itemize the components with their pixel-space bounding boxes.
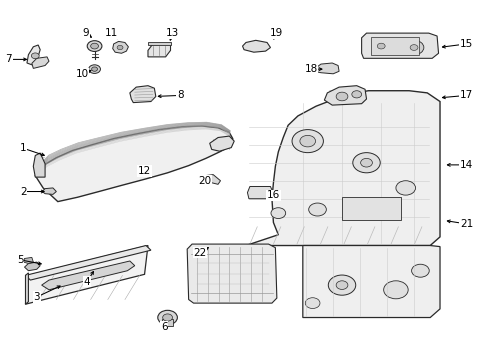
Text: 21: 21 bbox=[460, 219, 473, 229]
Text: 1: 1 bbox=[20, 143, 27, 153]
Polygon shape bbox=[33, 153, 45, 177]
Circle shape bbox=[384, 281, 408, 299]
Polygon shape bbox=[25, 246, 151, 280]
Circle shape bbox=[372, 40, 390, 53]
Text: 5: 5 bbox=[17, 255, 24, 265]
Text: 9: 9 bbox=[82, 28, 89, 38]
Text: 7: 7 bbox=[5, 54, 12, 64]
Text: 16: 16 bbox=[267, 190, 280, 200]
Text: 22: 22 bbox=[193, 248, 207, 258]
Polygon shape bbox=[316, 63, 339, 74]
Polygon shape bbox=[187, 244, 277, 303]
Circle shape bbox=[410, 45, 418, 50]
Circle shape bbox=[336, 281, 348, 289]
Polygon shape bbox=[35, 126, 233, 202]
Polygon shape bbox=[148, 44, 171, 57]
Circle shape bbox=[396, 181, 416, 195]
Text: 8: 8 bbox=[177, 90, 184, 100]
Text: 3: 3 bbox=[33, 292, 40, 302]
Circle shape bbox=[404, 40, 424, 55]
Polygon shape bbox=[24, 257, 33, 264]
Polygon shape bbox=[130, 86, 156, 103]
Text: 4: 4 bbox=[84, 276, 91, 287]
Circle shape bbox=[31, 53, 39, 59]
Polygon shape bbox=[243, 40, 270, 52]
Circle shape bbox=[87, 41, 102, 51]
Circle shape bbox=[271, 208, 286, 219]
Circle shape bbox=[300, 135, 316, 147]
Polygon shape bbox=[27, 45, 40, 65]
Polygon shape bbox=[362, 33, 439, 58]
Circle shape bbox=[163, 314, 172, 321]
Polygon shape bbox=[148, 42, 171, 45]
Polygon shape bbox=[303, 246, 440, 318]
Circle shape bbox=[352, 91, 362, 98]
Circle shape bbox=[292, 130, 323, 153]
Bar bbox=[371, 37, 419, 55]
Text: 10: 10 bbox=[76, 69, 89, 79]
Polygon shape bbox=[324, 86, 367, 105]
Text: 14: 14 bbox=[460, 160, 473, 170]
Polygon shape bbox=[24, 262, 40, 271]
Polygon shape bbox=[113, 41, 128, 53]
Text: 12: 12 bbox=[138, 166, 151, 176]
Circle shape bbox=[117, 45, 123, 50]
Circle shape bbox=[361, 158, 372, 167]
Polygon shape bbox=[246, 91, 440, 246]
Polygon shape bbox=[42, 261, 135, 290]
Circle shape bbox=[91, 43, 98, 49]
Text: 18: 18 bbox=[304, 64, 318, 74]
Text: 11: 11 bbox=[105, 28, 119, 38]
Text: 17: 17 bbox=[460, 90, 473, 100]
Text: 2: 2 bbox=[20, 186, 27, 197]
Circle shape bbox=[328, 275, 356, 295]
Text: 13: 13 bbox=[166, 28, 179, 38]
Text: 20: 20 bbox=[198, 176, 211, 186]
Polygon shape bbox=[42, 188, 56, 194]
Circle shape bbox=[377, 43, 385, 49]
Circle shape bbox=[412, 264, 429, 277]
Polygon shape bbox=[32, 57, 49, 68]
Polygon shape bbox=[210, 136, 234, 151]
Circle shape bbox=[336, 92, 348, 101]
Polygon shape bbox=[203, 175, 220, 184]
Circle shape bbox=[158, 310, 177, 325]
Circle shape bbox=[92, 67, 98, 71]
Text: 15: 15 bbox=[460, 39, 473, 49]
Bar bbox=[162, 319, 173, 326]
Circle shape bbox=[353, 153, 380, 173]
Polygon shape bbox=[25, 273, 28, 304]
Circle shape bbox=[89, 65, 100, 73]
Text: 19: 19 bbox=[270, 28, 284, 38]
Polygon shape bbox=[25, 246, 148, 304]
Circle shape bbox=[309, 203, 326, 216]
Circle shape bbox=[305, 298, 320, 309]
Bar bbox=[342, 197, 401, 220]
Text: 6: 6 bbox=[161, 322, 168, 332]
Polygon shape bbox=[247, 186, 273, 199]
